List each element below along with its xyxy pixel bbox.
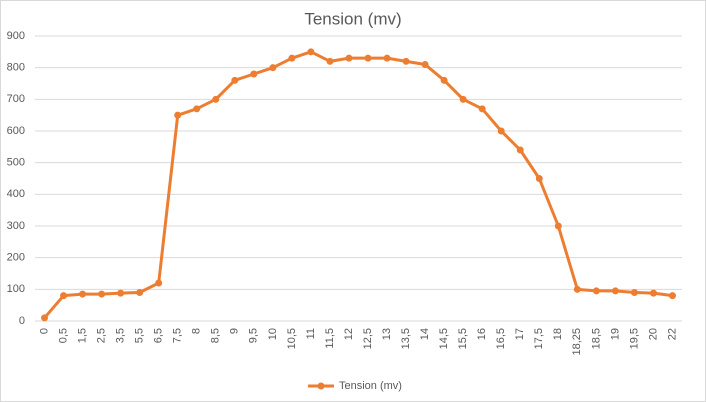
x-tick-label: 0	[38, 328, 50, 334]
x-tick-label: 11	[305, 328, 317, 339]
y-tick-label: 700	[7, 93, 25, 105]
y-tick-label: 300	[7, 220, 25, 232]
data-point	[516, 146, 524, 154]
data-point	[136, 289, 144, 296]
x-tick-label: 9	[229, 328, 241, 334]
x-tick-label: 1,5	[76, 328, 88, 343]
x-tick-label: 13,5	[400, 328, 412, 349]
data-point	[326, 57, 334, 65]
series-line	[43, 50, 673, 319]
y-tick-label: 500	[7, 157, 25, 169]
data-point	[554, 222, 562, 230]
data-point	[421, 61, 429, 68]
x-tick-label: 19	[609, 328, 621, 340]
x-tick-label: 13	[381, 328, 393, 340]
data-point	[497, 127, 505, 135]
data-point	[250, 70, 258, 78]
data-point	[649, 289, 657, 297]
x-tick-label: 9,5	[248, 328, 260, 343]
x-tick-label: 18	[552, 328, 564, 340]
data-point	[573, 285, 581, 293]
data-point	[231, 76, 239, 84]
data-point	[41, 314, 49, 322]
x-tick-label: 0,5	[57, 328, 69, 343]
data-point	[98, 290, 106, 298]
data-point	[668, 292, 676, 300]
chart-title: Tension (mv)	[304, 9, 401, 28]
x-tick-label: 14,5	[438, 328, 450, 349]
x-tick-label: 16,5	[495, 328, 507, 349]
data-point	[117, 289, 125, 297]
y-tick-label: 600	[7, 125, 25, 137]
data-point	[345, 54, 353, 62]
x-tick-label: 16	[476, 328, 488, 340]
x-tick-label: 2,5	[96, 328, 108, 343]
y-tick-label: 0	[19, 315, 25, 327]
x-tick-label: 5,5	[134, 328, 146, 343]
x-tick-label: 18,25	[571, 328, 583, 356]
legend-label: Tension (mv)	[339, 380, 402, 392]
data-point	[155, 279, 163, 287]
x-tick-label: 18,5	[590, 328, 602, 349]
data-point	[611, 287, 619, 295]
x-tick-label: 12,5	[362, 328, 374, 349]
x-tick-label: 8	[191, 328, 203, 334]
data-point	[478, 105, 486, 113]
data-point	[212, 95, 220, 103]
x-tick-label: 20	[647, 328, 659, 340]
y-tick-label: 800	[7, 62, 25, 74]
x-tick-label: 8,5	[210, 328, 222, 343]
x-tick-label: 12	[343, 328, 355, 340]
x-tick-label: 15,5	[457, 328, 469, 349]
legend-marker	[317, 382, 325, 390]
data-point	[269, 64, 277, 72]
x-tick-label: 22	[666, 328, 678, 340]
data-point	[79, 290, 87, 298]
x-tick-label: 19,5	[628, 328, 640, 349]
x-tick-label: 10	[267, 328, 279, 340]
x-tick-label: 14	[419, 328, 431, 340]
x-tick-label: 17	[514, 328, 526, 340]
data-point	[592, 287, 600, 295]
data-point	[364, 54, 372, 62]
y-tick-label: 200	[7, 252, 25, 264]
x-tick-label: 7,5	[172, 328, 184, 343]
y-tick-label: 100	[7, 283, 25, 295]
data-point	[288, 54, 296, 62]
data-point	[440, 76, 448, 84]
x-tick-label: 3,5	[115, 328, 127, 343]
data-point	[402, 57, 410, 65]
y-tick-label: 400	[7, 188, 25, 200]
x-tick-label: 17,5	[533, 328, 545, 349]
x-tick-label: 6,5	[153, 328, 165, 343]
x-tick-label: 11,5	[324, 328, 336, 349]
data-point	[459, 95, 467, 103]
x-tick-label: 10,5	[286, 328, 298, 349]
y-tick-label: 900	[7, 30, 25, 42]
data-point	[174, 111, 182, 119]
data-point	[193, 105, 201, 113]
data-point	[535, 175, 543, 182]
data-point	[307, 48, 315, 56]
data-point	[60, 292, 68, 300]
data-point	[383, 54, 391, 62]
data-point	[630, 289, 638, 296]
